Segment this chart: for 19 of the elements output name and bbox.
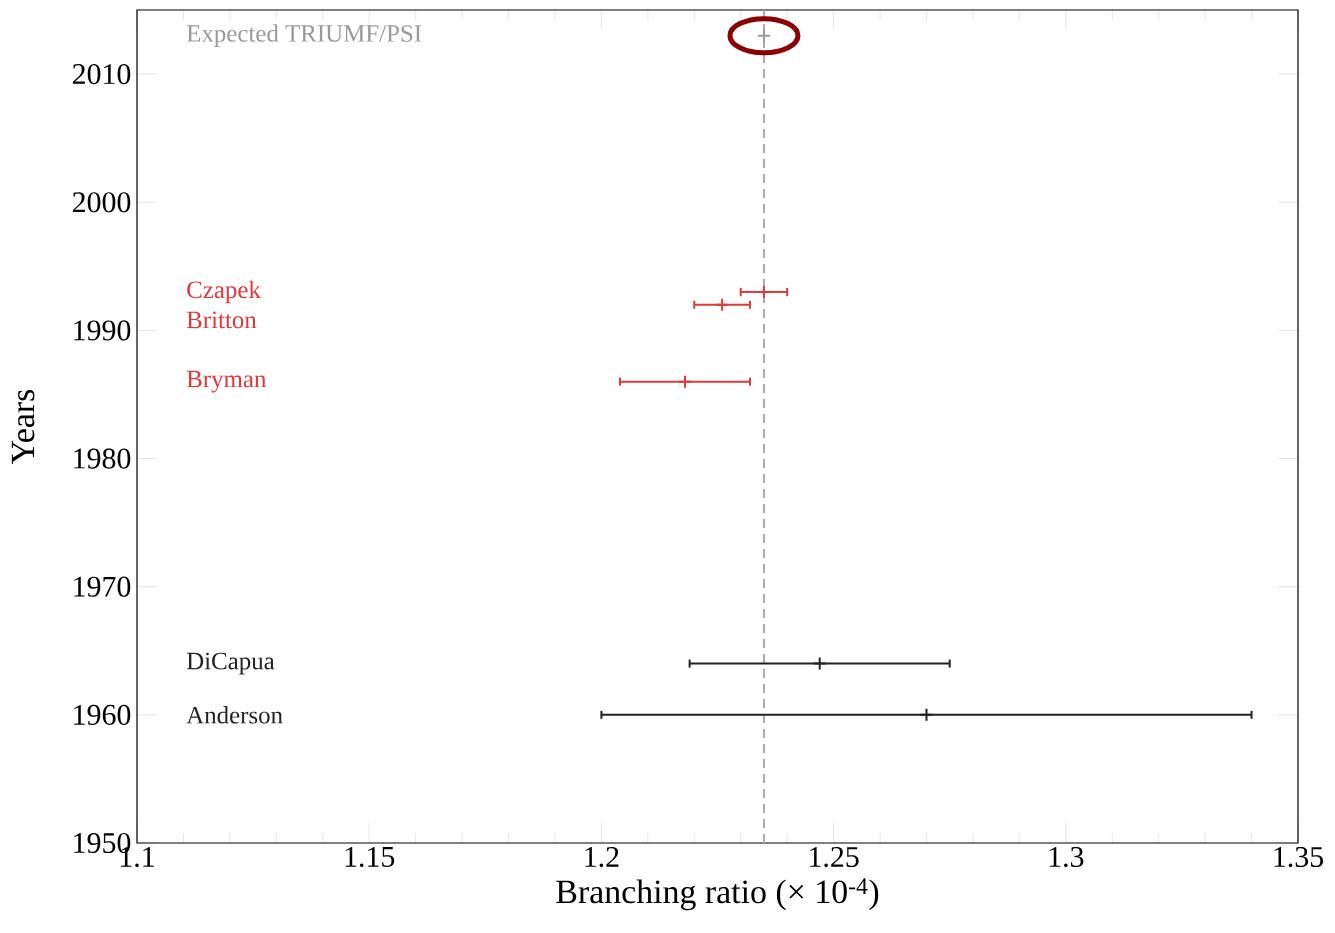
y-tick-label: 1990 (74, 320, 131, 341)
y-tick-label: 1970 (74, 576, 131, 597)
x-tick-label: 1.2 (585, 846, 619, 868)
y-axis-title: Years (11, 389, 35, 464)
annotation: Britton (186, 311, 257, 329)
y-tick-label: 2010 (72, 63, 131, 85)
annotation: Expected TRIUMF/PSI (186, 24, 422, 47)
x-tick-label: 1.35 (1274, 846, 1323, 868)
y-tick-label: 1960 (74, 704, 131, 725)
x-tick-label: 1.3 (1049, 846, 1084, 868)
y-tick-label: 1980 (74, 448, 131, 469)
annotation: Anderson (186, 706, 283, 724)
x-axis-title: Branching ratio (× 10$^{-4}$) (556, 878, 879, 911)
annotation: Bryman (186, 370, 267, 393)
annotation: DiCapua (186, 652, 275, 675)
x-tick-label: 1.15 (345, 846, 395, 868)
x-tick-label: 1.25 (810, 846, 859, 868)
annotation: Czapek (187, 280, 261, 304)
y-tick-label: 2000 (72, 192, 131, 213)
